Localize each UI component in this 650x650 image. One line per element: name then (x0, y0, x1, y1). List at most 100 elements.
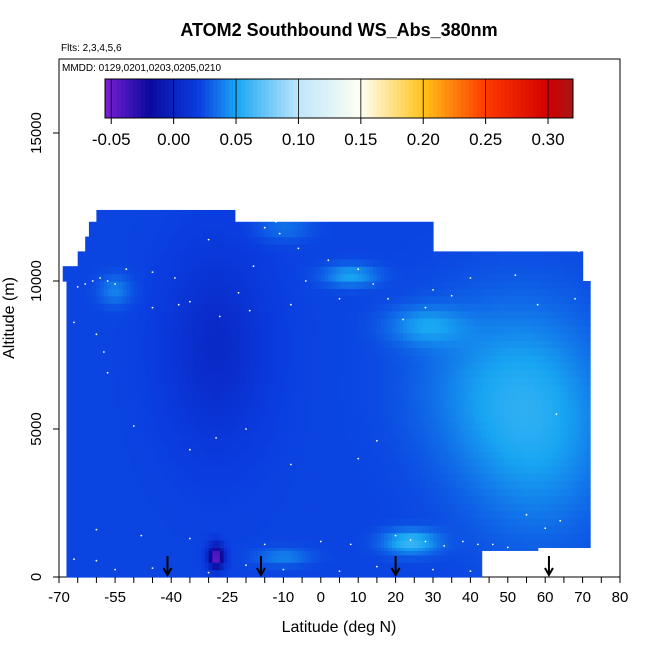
heatmap-cell (272, 340, 277, 349)
heatmap-cell (118, 466, 124, 474)
heatmap-cell (526, 362, 531, 371)
heatmap-cell (268, 414, 273, 423)
heatmap-cell (204, 325, 210, 334)
heatmap-cell (212, 550, 217, 556)
heatmap-cell (122, 318, 127, 326)
heatmap-cell (474, 532, 479, 541)
heatmap-cell (126, 562, 131, 571)
heatmap-cell (440, 399, 445, 408)
heatmap-cell (350, 429, 356, 437)
heatmap-cell (216, 488, 221, 497)
heatmap-cell (118, 310, 124, 319)
heatmap-cell (492, 369, 498, 378)
heatmap-cell (324, 503, 329, 511)
heatmap-cell (410, 540, 415, 548)
heatmap-cell (204, 554, 210, 563)
heatmap-cell (219, 525, 225, 534)
heatmap-cell (197, 443, 202, 452)
heatmap-cell (178, 347, 184, 356)
heatmap-cell (189, 562, 195, 571)
heatmap-cell (96, 377, 101, 386)
heatmap-cell (459, 503, 464, 511)
heatmap-cell (485, 443, 490, 452)
heatmap-cell (305, 310, 311, 319)
heatmap-cell (429, 517, 434, 526)
heatmap-cell (530, 547, 535, 551)
heatmap-cell (283, 392, 288, 400)
heatmap-cell (384, 525, 389, 534)
heatmap-cell (81, 436, 86, 445)
heatmap-cell (100, 436, 105, 445)
heatmap-cell (519, 347, 524, 356)
heatmap-cell (249, 340, 255, 349)
heatmap-cell (429, 318, 434, 326)
heatmap-cell (231, 451, 236, 460)
heatmap-cell (470, 510, 475, 519)
heatmap-cell (470, 436, 475, 445)
heatmap-cell (77, 562, 83, 571)
heatmap-cell (305, 510, 311, 519)
heatmap-cell (320, 414, 326, 423)
heatmap-cell (201, 525, 206, 534)
heatmap-cell (320, 550, 326, 556)
heatmap-cell (294, 473, 299, 482)
heatmap-cell (429, 458, 434, 467)
heatmap-cell (365, 429, 371, 437)
heatmap-cell (249, 362, 255, 371)
heatmap-cell (309, 517, 314, 526)
heatmap-cell (548, 540, 554, 548)
heatmap-cell (433, 517, 438, 526)
heatmap-cell (193, 458, 198, 467)
heatmap-cell (459, 562, 464, 571)
heatmap-cell (519, 540, 524, 548)
heatmap-cell (189, 355, 195, 363)
heatmap-cell (81, 554, 86, 563)
heatmap-cell (332, 392, 337, 400)
heatmap-cell (227, 473, 232, 482)
heatmap-cell (537, 436, 543, 445)
heatmap-cell (433, 362, 438, 371)
heatmap-cell (201, 392, 206, 400)
heatmap-cell (178, 554, 184, 563)
heatmap-cell (85, 436, 90, 445)
heatmap-cell (403, 377, 408, 386)
heatmap-cell (70, 562, 75, 571)
heatmap-cell (103, 480, 109, 489)
heatmap-cell (148, 332, 154, 341)
heatmap-cell (350, 318, 356, 326)
heatmap-cell (470, 495, 475, 504)
heatmap-cell (137, 377, 142, 386)
heatmap-cell (410, 399, 415, 408)
heatmap-cell (399, 562, 404, 571)
heatmap-cell (567, 414, 572, 423)
heatmap-cell (77, 569, 83, 578)
heatmap-cell (189, 517, 195, 526)
heatmap-cell (66, 532, 71, 541)
heatmap-cell (103, 473, 109, 482)
heatmap-cell (395, 495, 400, 504)
heatmap-cell (380, 550, 385, 556)
heatmap-cell (455, 436, 460, 445)
heatmap-cell (242, 554, 247, 563)
heatmap-cell (447, 406, 453, 415)
heatmap-cell (373, 414, 378, 423)
heatmap-cell (167, 399, 172, 408)
heatmap-cell (526, 421, 531, 430)
heatmap-cell (500, 532, 505, 541)
heatmap-cell (477, 495, 483, 504)
heatmap-cell (189, 421, 195, 430)
heatmap-cell (519, 547, 524, 551)
heatmap-cell (459, 517, 464, 526)
heatmap-cell (272, 436, 277, 445)
heatmap-cell (77, 458, 83, 467)
heatmap-cell (208, 406, 213, 415)
heatmap-cell (575, 525, 580, 534)
heatmap-cell (118, 362, 124, 371)
heatmap-cell (477, 340, 483, 349)
heatmap-cell (141, 517, 146, 526)
heatmap-cell (189, 436, 195, 445)
heatmap-cell (294, 325, 299, 334)
heatmap-cell (485, 466, 490, 474)
heatmap-cell (287, 384, 292, 393)
heatmap-cell (403, 443, 408, 452)
